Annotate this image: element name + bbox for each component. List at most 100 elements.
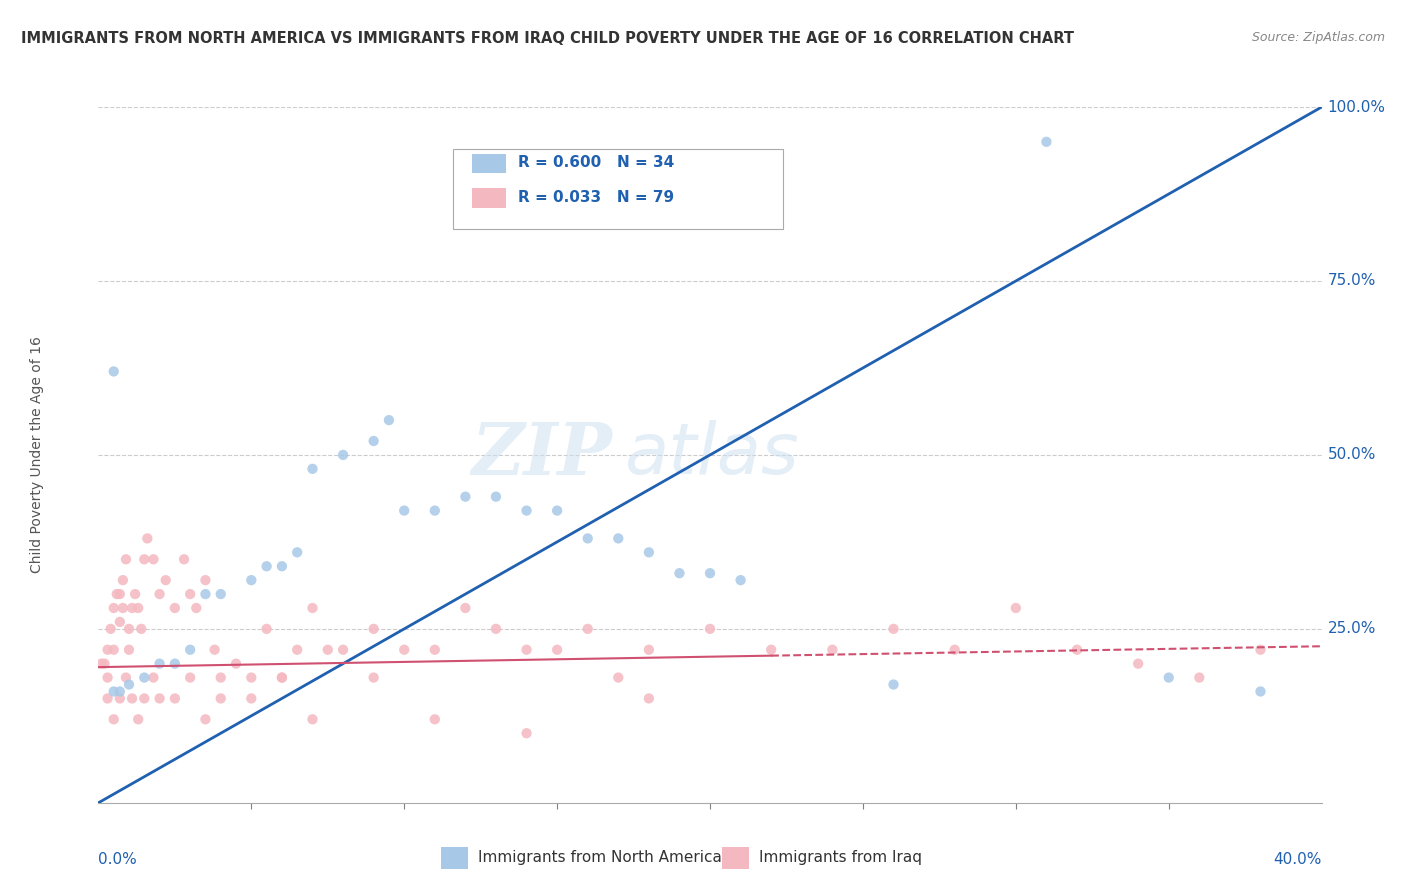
Point [142,671,165,685]
Point [1035,135,1057,149]
Point [129,622,152,636]
Point [1004,601,1026,615]
Point [256,559,278,574]
Point [103,364,125,378]
Text: atlas: atlas [624,420,799,490]
FancyBboxPatch shape [453,149,783,228]
Point [108,587,131,601]
Point [485,622,508,636]
Point [240,691,263,706]
Point [240,671,263,685]
Text: R = 0.033   N = 79: R = 0.033 N = 79 [517,190,673,205]
Point [90,657,112,671]
Point [149,587,172,601]
Point [163,691,186,706]
Point [363,671,385,685]
Point [209,671,232,685]
Point [115,671,138,685]
Point [118,677,141,691]
Point [1066,642,1088,657]
Point [97,671,120,685]
Point [127,712,149,726]
Point [332,642,354,657]
Point [576,532,599,546]
Point [454,601,477,615]
Point [97,691,120,706]
Point [1249,642,1271,657]
Point [883,622,905,636]
Text: 0.0%: 0.0% [98,852,138,866]
Point [821,642,844,657]
Point [100,622,122,636]
Point [194,712,217,726]
Point [134,671,156,685]
Point [423,712,446,726]
Point [209,691,232,706]
Point [103,642,125,657]
Point [759,642,782,657]
Point [699,622,721,636]
Point [668,566,690,581]
Point [163,657,186,671]
Point [270,671,292,685]
Text: Immigrants from Iraq: Immigrants from Iraq [759,850,922,865]
Point [179,642,201,657]
Point [134,552,156,566]
Point [301,712,323,726]
Text: IMMIGRANTS FROM NORTH AMERICA VS IMMIGRANTS FROM IRAQ CHILD POVERTY UNDER THE AG: IMMIGRANTS FROM NORTH AMERICA VS IMMIGRA… [21,31,1074,46]
Point [105,587,128,601]
Point [1249,684,1271,698]
Point [332,448,354,462]
Point [111,601,134,615]
Point [363,622,385,636]
Point [115,552,138,566]
Point [149,657,172,671]
Point [194,573,217,587]
Point [516,642,538,657]
Point [363,434,385,448]
Point [270,671,292,685]
FancyBboxPatch shape [471,188,506,208]
Text: 100.0%: 100.0% [1327,100,1386,114]
Point [111,573,134,587]
Point [576,622,599,636]
Point [285,545,308,559]
Point [301,601,323,615]
Text: 25.0%: 25.0% [1327,622,1376,636]
Point [225,657,247,671]
Point [256,622,278,636]
Text: R = 0.600   N = 34: R = 0.600 N = 34 [517,155,675,170]
FancyBboxPatch shape [723,847,749,869]
Point [186,601,208,615]
Point [240,573,263,587]
Point [883,677,905,691]
Text: Child Poverty Under the Age of 16: Child Poverty Under the Age of 16 [31,336,44,574]
Point [1157,671,1180,685]
Text: ZIP: ZIP [471,419,612,491]
Point [285,642,308,657]
Point [209,587,232,601]
Point [179,671,201,685]
Point [378,413,401,427]
Point [637,545,661,559]
Point [121,601,143,615]
Point [392,503,416,517]
Text: 40.0%: 40.0% [1274,852,1322,866]
Point [516,726,538,740]
Point [149,691,172,706]
Point [607,671,630,685]
FancyBboxPatch shape [441,847,468,869]
Point [136,532,159,546]
Point [93,657,115,671]
Point [637,691,661,706]
FancyBboxPatch shape [471,153,506,173]
Point [127,601,149,615]
Point [118,642,141,657]
Point [270,559,292,574]
Point [516,503,538,517]
Point [103,712,125,726]
Point [155,573,177,587]
Point [121,691,143,706]
Point [730,573,752,587]
Point [134,691,156,706]
